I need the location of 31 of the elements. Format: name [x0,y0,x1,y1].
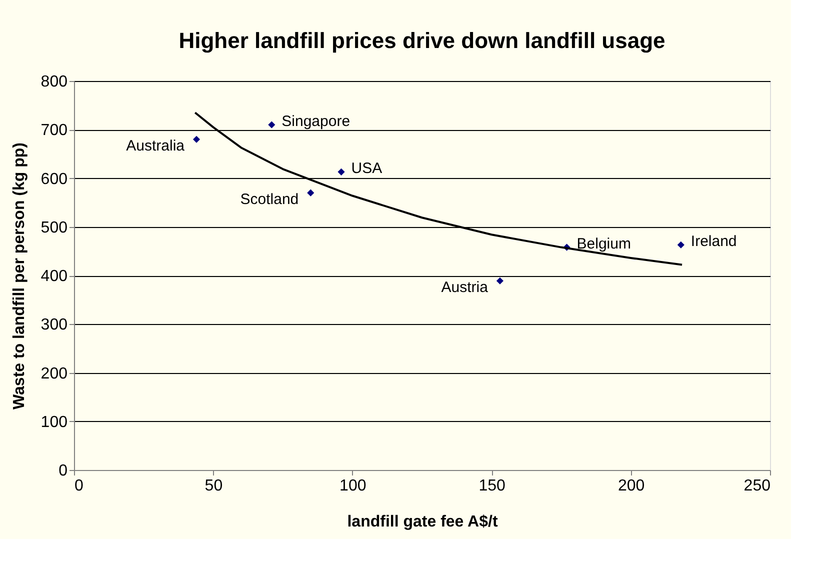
annotation: Austria [441,278,489,296]
point [307,189,314,196]
point [496,277,504,284]
x-axis-title: landfill gate fee A$/t [347,514,498,530]
y-tick-label: 800 [40,74,68,90]
y-tick-label: 700 [40,122,68,140]
y-axis-title: Waste to landfill per person (kg pp) [10,142,28,410]
annotation: Australia [126,137,186,154]
x-tick-label: 200 [618,478,645,494]
point [338,168,345,176]
point [268,121,276,128]
annotation: Singapore [282,112,350,130]
annotation: USA [351,160,382,177]
annotation: Scotland [240,190,299,208]
x-tick-label: 150 [478,478,506,494]
annotation: Ireland [690,232,737,250]
y-tick-label: 200 [40,365,68,382]
y-tick-label: 0 [58,462,68,480]
y-tick-label: 600 [40,170,68,188]
x-tick-label: 250 [744,478,771,494]
y-tick-label: 400 [40,268,68,285]
y-tick-label: 500 [40,219,68,236]
x-tick-label: 100 [340,478,366,494]
y-tick-label: 300 [40,316,68,334]
annotation: Belgium [576,235,631,252]
point [677,241,684,248]
x-tick-label: 0 [74,478,84,494]
point [192,136,200,143]
chart-title: Higher landfill prices drive down landfill usage [178,28,666,53]
y-tick-label: 100 [40,414,68,431]
x-tick-label: 50 [204,478,223,494]
